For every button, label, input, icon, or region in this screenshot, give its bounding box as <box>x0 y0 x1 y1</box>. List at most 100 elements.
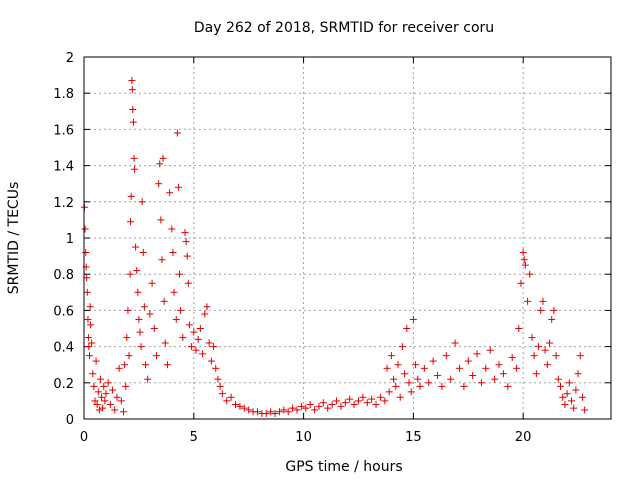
data-point <box>174 183 182 191</box>
data-point <box>543 361 551 369</box>
data-point <box>372 401 380 409</box>
data-point <box>469 372 477 380</box>
plot-frame <box>83 56 612 420</box>
x-tick-label: 10 <box>295 430 312 445</box>
data-point <box>420 364 428 372</box>
data-point <box>550 306 558 314</box>
axis-ticks <box>83 56 611 420</box>
data-point <box>124 306 132 314</box>
data-point <box>438 382 446 390</box>
data-point <box>188 343 196 351</box>
data-point <box>132 243 140 251</box>
data-point <box>157 216 165 224</box>
data-point <box>482 364 490 372</box>
data-point <box>376 393 384 401</box>
data-point <box>163 361 171 369</box>
data-point <box>524 297 532 305</box>
data-point <box>532 370 540 378</box>
x-tick-label: 5 <box>190 430 198 445</box>
data-point <box>216 382 224 390</box>
x-tick-label: 20 <box>515 430 532 445</box>
data-point <box>85 343 93 351</box>
data-point <box>530 352 538 360</box>
data-point <box>567 397 575 405</box>
chart-title: Day 262 of 2018, SRMTID for receiver cor… <box>194 20 494 36</box>
tick-labels: 00.20.40.60.811.21.41.61.820 5 10 15 20 <box>53 51 531 445</box>
data-point <box>515 325 523 332</box>
data-point <box>92 357 100 365</box>
data-point <box>140 303 148 311</box>
data-point <box>176 270 184 278</box>
data-point <box>414 375 422 383</box>
data-point <box>84 315 92 323</box>
data-point <box>122 382 130 390</box>
data-point <box>570 404 578 412</box>
data-point <box>297 402 305 410</box>
data-point <box>104 379 112 387</box>
data-point <box>289 404 297 412</box>
data-point <box>181 229 189 237</box>
data-point <box>517 279 525 287</box>
data-point <box>102 390 110 398</box>
data-point <box>383 364 391 372</box>
data-point <box>578 393 586 401</box>
y-tick-label: 1.6 <box>53 123 74 138</box>
data-point <box>271 410 279 418</box>
data-point <box>537 306 545 314</box>
data-point <box>161 339 169 347</box>
data-point <box>396 393 404 401</box>
data-point <box>346 395 354 403</box>
data-point <box>227 393 235 401</box>
data-point <box>146 310 154 318</box>
data-point <box>121 361 129 369</box>
y-tick-label: 1.4 <box>53 160 74 175</box>
data-point <box>81 225 89 233</box>
data-point <box>563 390 571 398</box>
data-point <box>87 321 95 329</box>
data-point <box>182 238 190 246</box>
data-point <box>442 352 450 360</box>
y-tick-label: 1.2 <box>53 196 74 211</box>
data-point <box>392 382 400 390</box>
data-point <box>451 339 459 347</box>
data-point <box>541 346 549 354</box>
data-point <box>129 118 137 126</box>
data-point <box>390 375 398 383</box>
data-point <box>84 334 92 342</box>
data-point <box>185 321 193 329</box>
data-point <box>168 225 176 233</box>
data-point <box>86 303 94 311</box>
data-point <box>328 401 336 409</box>
data-point <box>199 350 207 358</box>
data-point <box>184 279 192 287</box>
data-point <box>134 288 142 296</box>
data-point <box>293 406 301 414</box>
data-point <box>123 334 131 342</box>
data-point <box>508 353 516 361</box>
data-point <box>405 379 413 387</box>
data-point <box>82 248 90 256</box>
data-point <box>387 352 395 360</box>
data-point <box>207 357 215 365</box>
x-axis-label: GPS time / hours <box>285 459 402 475</box>
data-point <box>152 352 160 360</box>
data-point <box>214 375 222 383</box>
data-point <box>155 180 163 188</box>
data-point <box>101 397 109 405</box>
data-point <box>177 306 185 314</box>
data-point <box>519 248 527 256</box>
data-point <box>100 382 108 390</box>
data-point <box>240 404 248 412</box>
y-tick-label: 2 <box>66 51 74 66</box>
data-point <box>179 334 187 342</box>
data-point <box>460 382 468 390</box>
data-point <box>504 382 512 390</box>
data-point <box>183 252 191 260</box>
data-point <box>88 339 96 347</box>
data-point <box>127 218 135 226</box>
data-point <box>156 160 164 168</box>
data-point <box>477 379 485 387</box>
data-point <box>302 404 310 412</box>
data-point <box>109 386 117 394</box>
